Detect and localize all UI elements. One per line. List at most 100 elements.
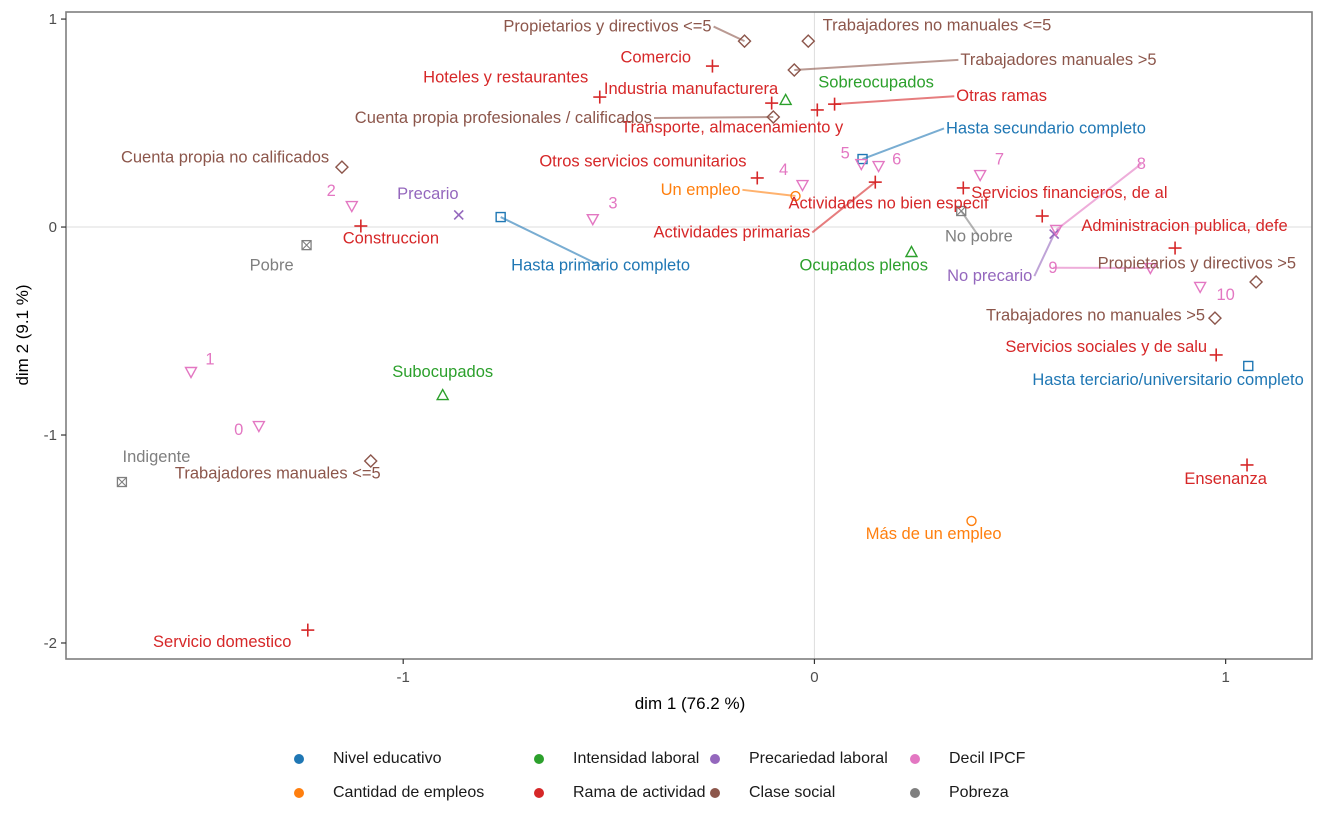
marker-diamond <box>363 454 378 469</box>
marker-diamond <box>766 110 781 125</box>
point-label: Propietarios y directivos <=5 <box>503 18 711 36</box>
x-tick-label: -1 <box>397 669 410 686</box>
legend-dot-icon <box>710 788 720 798</box>
marker-plus <box>1209 348 1223 362</box>
marker-square-cross <box>956 205 967 217</box>
label-segment <box>653 116 774 120</box>
label-segment <box>794 58 959 72</box>
marker-triangle-down <box>1143 262 1158 275</box>
marker-plus <box>301 623 315 637</box>
label-segment <box>500 216 602 267</box>
marker-diamond <box>334 160 349 175</box>
point-label: 10 <box>1216 286 1234 304</box>
panel-border <box>65 11 1313 660</box>
point-label: Servicios financieros, de al <box>971 184 1167 202</box>
point-label: 0 <box>234 421 243 439</box>
marker-plus <box>1240 458 1254 472</box>
point-label: Construccion <box>343 230 439 248</box>
point-labels: Hasta primario completo Hasta secundario … <box>121 17 1304 652</box>
point-label: Más de un empleo <box>866 525 1002 543</box>
marker-diamond <box>801 34 816 49</box>
point-label: Cuenta propia profesionales / calificado… <box>355 109 652 127</box>
point-label: Comercio <box>620 49 691 67</box>
marker-triangle-down <box>795 179 810 192</box>
y-tick-label: 1 <box>49 11 57 28</box>
marker-triangle-down <box>871 160 886 174</box>
point-label: No pobre <box>945 228 1013 246</box>
legend-label: Clase social <box>749 784 836 801</box>
label-segment <box>1055 163 1142 231</box>
point-label: Hoteles y restaurantes <box>423 69 588 87</box>
point-label: Trabajadores manuales <=5 <box>175 465 381 483</box>
legend: Nivel educativo Intensidad laboral Precari… <box>290 748 1130 804</box>
x-tick-label: 1 <box>1221 669 1229 686</box>
marker-diamond <box>737 34 752 49</box>
marker-plus <box>354 219 368 233</box>
point-label: 8 <box>1137 155 1146 173</box>
marker-plus <box>828 97 842 111</box>
biplot-chart: Hasta primario completo Hasta secundario … <box>13 11 1313 713</box>
marker-plus <box>750 171 764 185</box>
marker-triangle-down <box>1193 281 1207 294</box>
panel-background <box>66 12 1312 659</box>
marker-plus <box>810 103 824 117</box>
point-label: 2 <box>327 182 336 200</box>
legend-dot-icon <box>910 788 920 798</box>
marker-triangle-up <box>435 388 450 401</box>
legend-item: Precariedad laboral <box>706 748 906 770</box>
legend-item: Intensidad laboral <box>530 748 706 770</box>
label-segment <box>1033 233 1056 277</box>
y-tick-label: 0 <box>49 219 57 236</box>
marker-cross <box>1049 229 1060 240</box>
marker-triangle-down <box>854 158 868 171</box>
label-segment <box>811 181 876 234</box>
point-label: 3 <box>608 194 617 212</box>
marker-triangle-up <box>904 245 919 258</box>
axes: -1 0 1 -2 -1 0 1 <box>44 11 1313 686</box>
marker-plus <box>868 175 882 189</box>
point-label: Indigente <box>123 448 191 466</box>
marker-plus <box>1168 241 1182 255</box>
point-label: 1 <box>205 350 214 368</box>
point-label: Ensenanza <box>1184 470 1267 488</box>
legend-label: Pobreza <box>949 784 1009 801</box>
legend-dot-icon <box>294 788 304 798</box>
marker-square <box>1243 360 1254 372</box>
marker-square <box>495 211 506 223</box>
x-axis-title: dim 1 (76.2 %) <box>635 694 746 713</box>
y-tick-label: -2 <box>44 635 57 652</box>
legend-dot-icon <box>710 754 720 764</box>
point-label: Trabajadores no manuales >5 <box>986 307 1205 325</box>
point-label: Otras ramas <box>956 87 1047 105</box>
label-segments <box>500 25 1151 277</box>
point-label: Un empleo <box>661 181 741 199</box>
legend-label: Cantidad de empleos <box>333 784 485 801</box>
legend-item: Rama de actividad <box>530 782 706 804</box>
legend-item: Pobreza <box>906 782 1096 804</box>
marker-triangle-down <box>184 366 198 379</box>
marker-square-cross <box>301 239 312 251</box>
label-segment <box>742 188 796 198</box>
marker-plus <box>765 96 779 110</box>
point-label: Trabajadores no manuales <=5 <box>823 17 1052 35</box>
point-label: Subocupados <box>392 363 493 381</box>
legend-label: Intensidad laboral <box>573 750 700 767</box>
legend-label: Rama de actividad <box>573 784 706 801</box>
point-label: 6 <box>892 151 901 169</box>
label-segment <box>862 127 945 160</box>
marker-plus <box>1035 209 1049 223</box>
legend-label: Decil IPCF <box>949 750 1026 767</box>
point-label: 5 <box>841 144 850 162</box>
marker-cross <box>453 209 464 221</box>
point-label: Ocupados plenos <box>800 257 928 275</box>
point-label: 4 <box>779 161 788 179</box>
marker-triangle-down <box>1049 224 1063 237</box>
legend-label: Nivel educativo <box>333 750 442 767</box>
point-label: Servicios sociales y de salu <box>1005 338 1207 356</box>
point-label: Precario <box>397 185 458 203</box>
label-segment <box>713 25 745 43</box>
point-label: Actividades no bien especif <box>788 194 988 212</box>
marker-diamond <box>1249 274 1264 289</box>
point-label: Propietarios y directivos >5 <box>1098 255 1297 273</box>
marker-triangle-down <box>586 213 600 227</box>
